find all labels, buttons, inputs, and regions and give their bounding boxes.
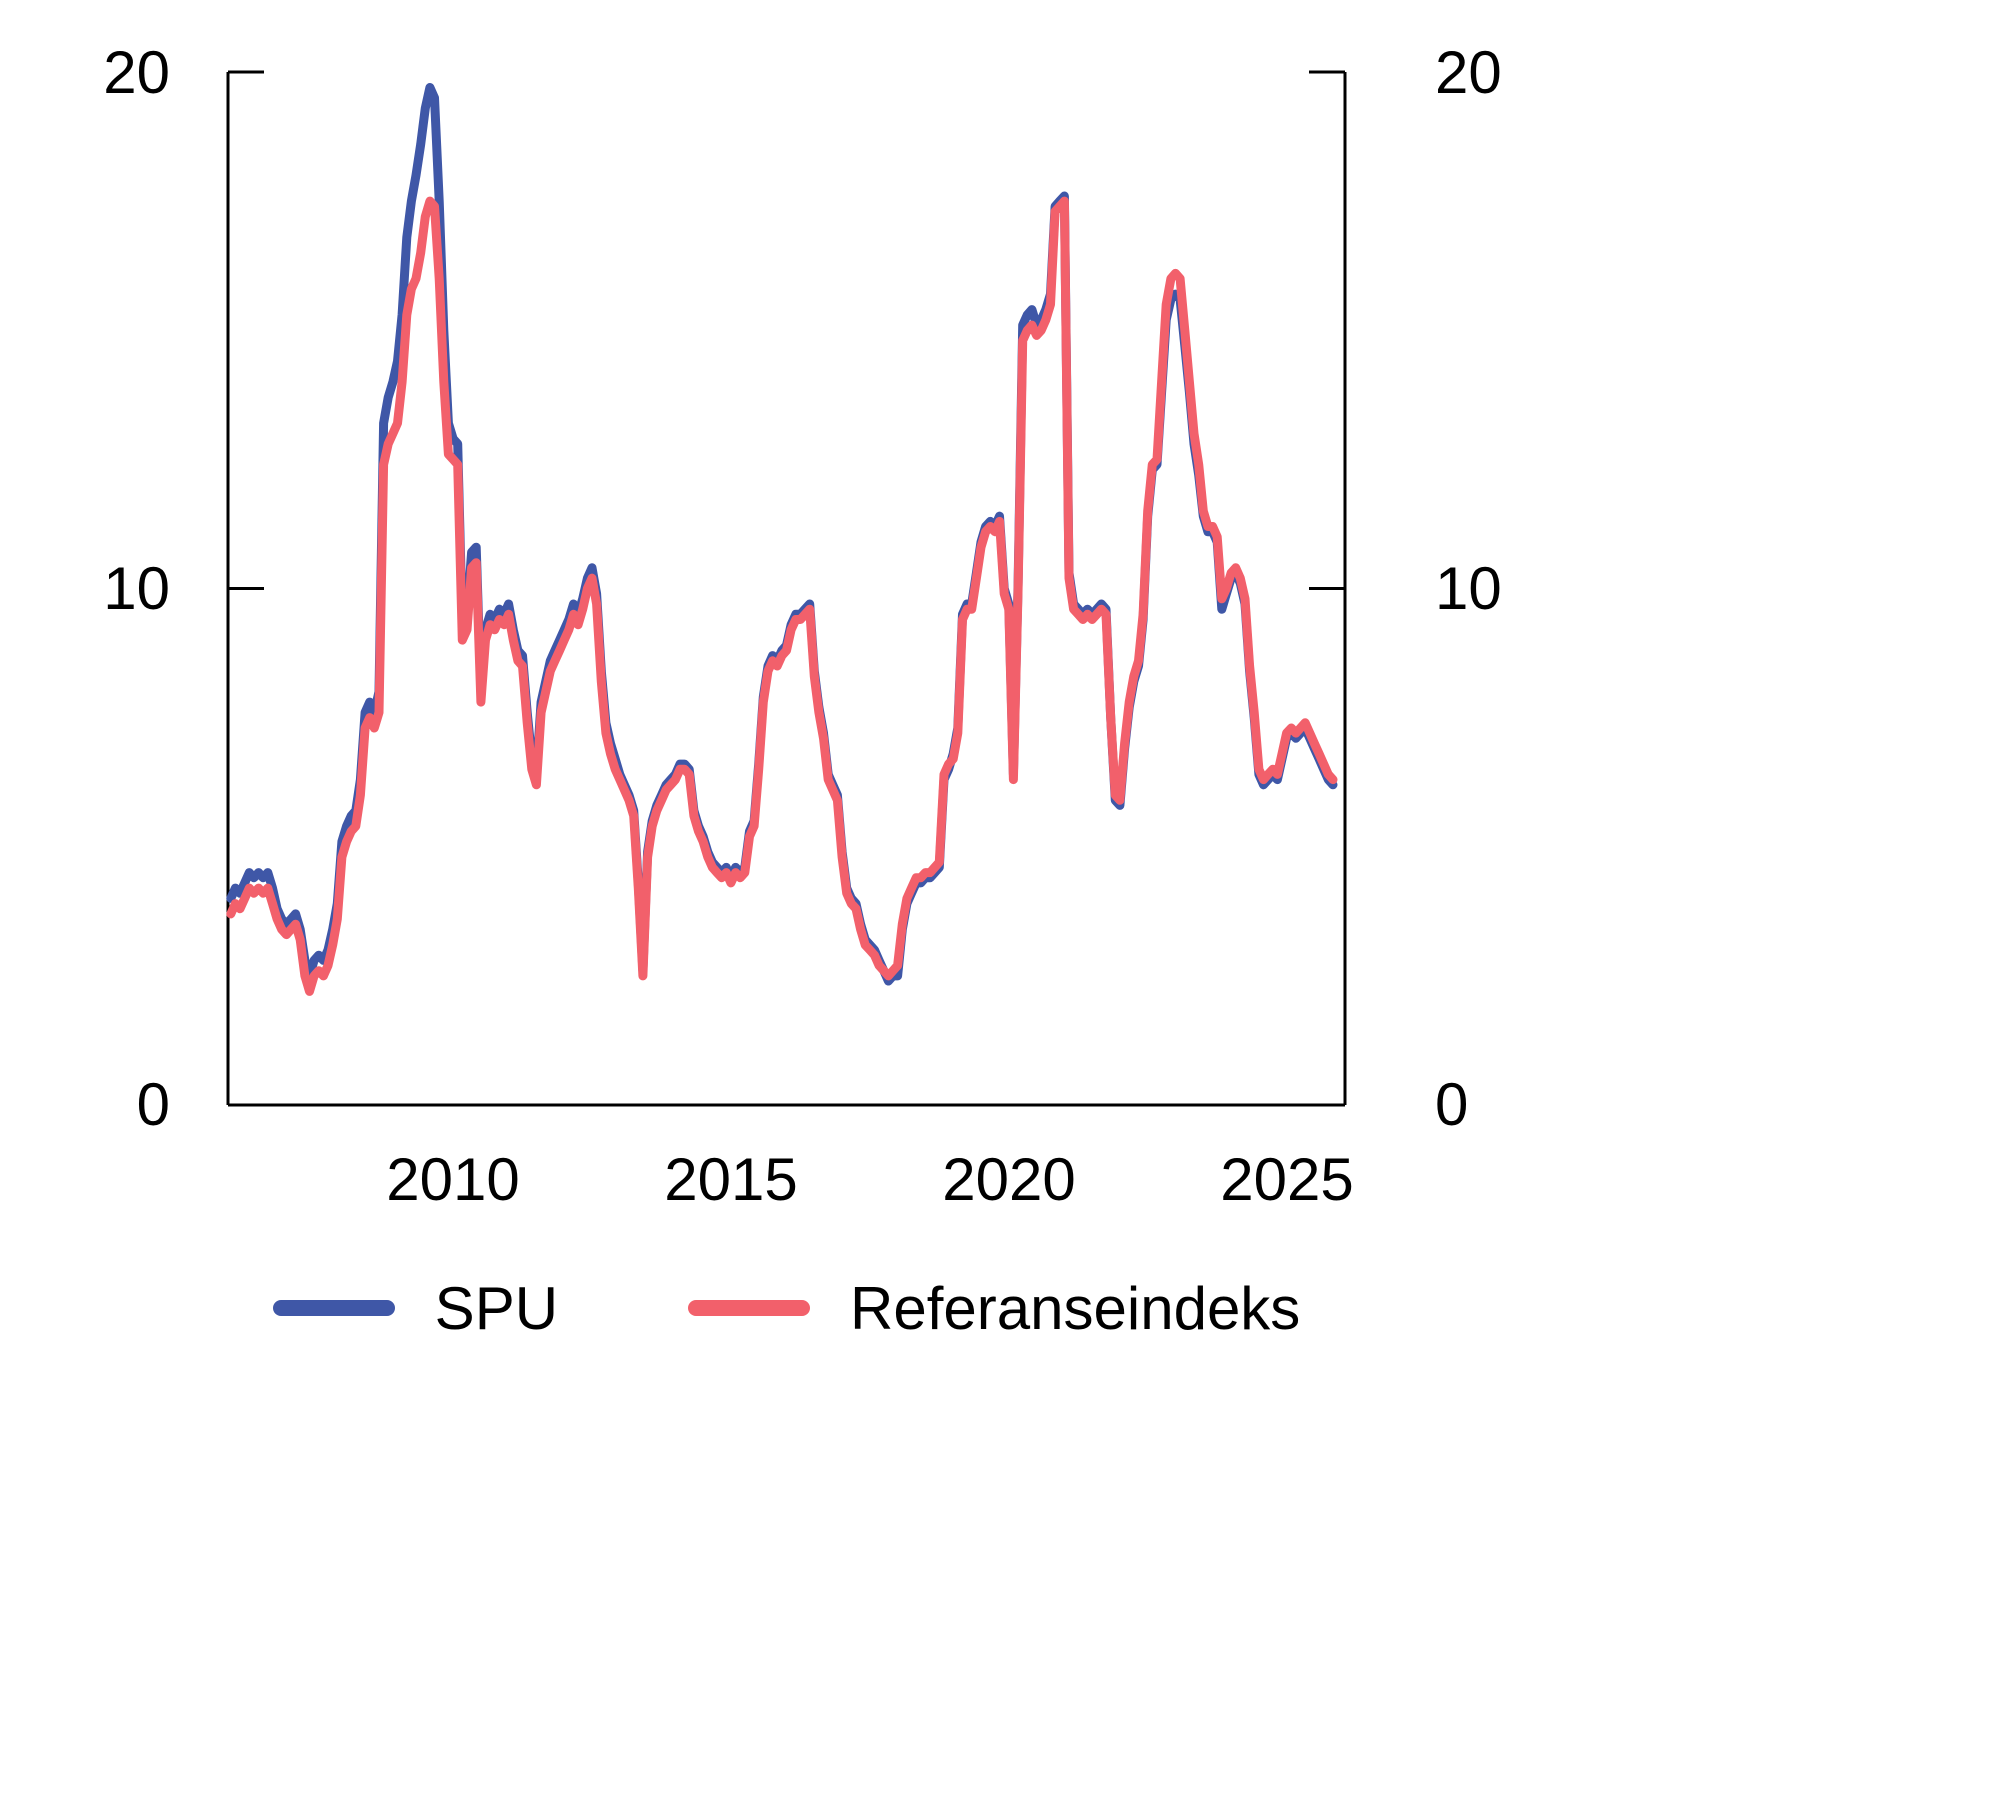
x-axis-label-2020: 2020 — [942, 1146, 1076, 1213]
y-axis-left-label-10: 10 — [103, 555, 170, 622]
y-axis-right-label-0: 0 — [1435, 1071, 1469, 1138]
legend-item-referanseindeks: Referanseindeks — [688, 1274, 1300, 1343]
x-axis-label-2010: 2010 — [386, 1146, 520, 1213]
referanseindeks-line-swatch-icon — [688, 1300, 811, 1316]
legend-item-spu: SPU — [272, 1274, 559, 1343]
x-axis-label-2015: 2015 — [664, 1146, 798, 1213]
legend-label-referanseindeks: Referanseindeks — [850, 1274, 1301, 1342]
legend-label-spu: SPU — [434, 1274, 559, 1342]
y-axis-right-label-10: 10 — [1435, 555, 1502, 622]
y-axis-left-label-0: 0 — [136, 1071, 170, 1138]
spu-line-swatch-icon — [272, 1300, 395, 1316]
y-axis-left-label-20: 20 — [103, 39, 170, 106]
y-axis-right-label-20: 20 — [1435, 39, 1502, 106]
x-axis-label-2025: 2025 — [1220, 1146, 1354, 1213]
chart-legend: SPU Referanseindeks — [228, 1258, 1345, 1358]
